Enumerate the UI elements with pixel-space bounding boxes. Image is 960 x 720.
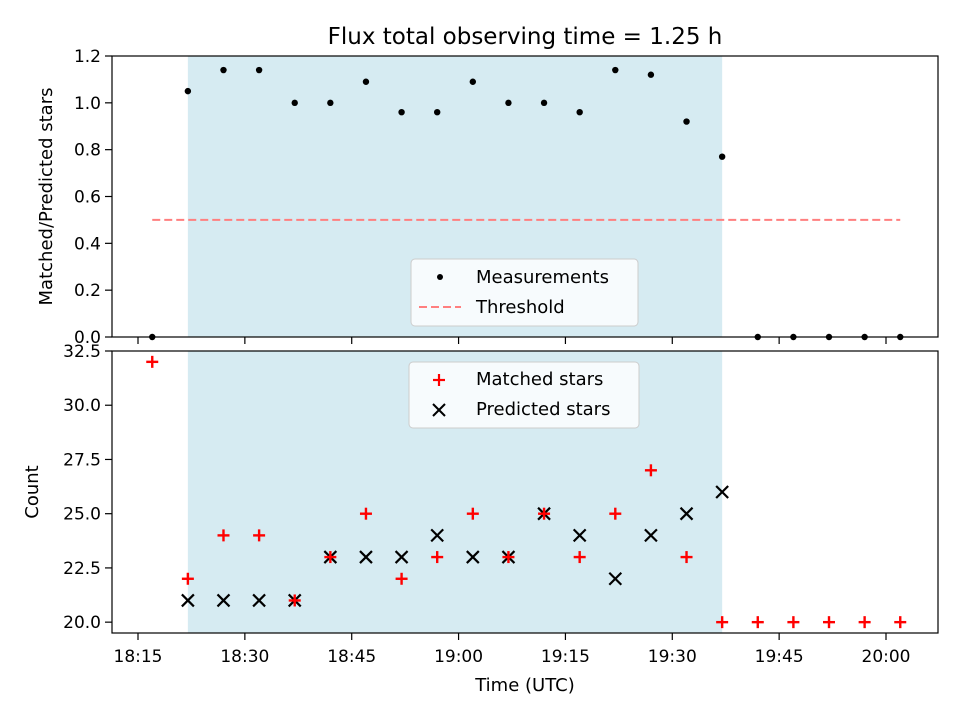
matched-star-point bbox=[253, 529, 266, 542]
x-tick-label: 19:45 bbox=[755, 647, 804, 667]
matched-star-point bbox=[573, 551, 586, 564]
bottom-y-tick-label: 32.5 bbox=[63, 342, 101, 362]
bottom-frame bbox=[111, 350, 939, 634]
matched-star-point bbox=[787, 616, 800, 629]
matched-star-point bbox=[288, 594, 301, 607]
matched-star-point bbox=[538, 507, 551, 520]
matched-star-point bbox=[181, 572, 194, 585]
matched-star-point bbox=[431, 551, 444, 564]
predicted-star-point bbox=[715, 485, 729, 499]
measurement-point bbox=[718, 153, 726, 160]
matched-star-point bbox=[395, 572, 408, 585]
legend-predicted-label: Predicted stars bbox=[476, 399, 610, 420]
bottom-y-label: Count bbox=[22, 465, 43, 518]
measurement-point bbox=[327, 99, 334, 107]
predicted-star-point bbox=[679, 506, 694, 521]
matched-star-point bbox=[609, 507, 622, 520]
measurement-point bbox=[362, 78, 370, 85]
x-tick-label: 19:15 bbox=[541, 647, 590, 667]
bottom-y-tick-label: 20.0 bbox=[63, 613, 101, 633]
x-tick-label: 19:00 bbox=[434, 647, 483, 667]
top-y-tick-label: 1.0 bbox=[74, 94, 101, 114]
matched-star-point bbox=[716, 616, 729, 629]
chart-title: Flux total observing time = 1.25 h bbox=[328, 24, 723, 50]
predicted-star-point bbox=[430, 528, 444, 543]
predicted-star-point bbox=[572, 528, 587, 543]
matched-star-point bbox=[680, 551, 693, 564]
legend-threshold-label: Threshold bbox=[475, 297, 565, 318]
predicted-star-point bbox=[644, 528, 658, 543]
x-tick-label: 20:00 bbox=[862, 647, 911, 667]
legend-matched-marker bbox=[433, 374, 445, 386]
top-legend-box bbox=[410, 258, 639, 327]
matched-star-point bbox=[324, 551, 337, 564]
x-tick-label: 19:30 bbox=[648, 647, 697, 667]
bottom-panel: 20.0 22.5 25.0 27.5 30.0 32.5 18:15 18:30 18:45… bbox=[22, 342, 939, 696]
matched-star-point bbox=[858, 616, 871, 629]
predicted-star-point bbox=[181, 593, 195, 608]
predicted-star-point bbox=[394, 550, 409, 564]
top-panel: 0.0 0.2 0.4 0.6 0.8 1.0 1.2 Matched/Predicted … bbox=[36, 47, 939, 348]
top-y-tick-label: 0.2 bbox=[74, 281, 101, 301]
predicted-star-point bbox=[216, 593, 231, 608]
top-frame bbox=[111, 55, 939, 338]
bottom-y-axis: 20.0 22.5 25.0 27.5 30.0 32.5 bbox=[63, 342, 112, 633]
matched-star-point bbox=[502, 551, 515, 564]
bottom-y-tick-label: 25.0 bbox=[63, 505, 101, 525]
x-tick-label: 18:45 bbox=[327, 647, 376, 667]
predicted-star-point bbox=[608, 571, 623, 586]
measurement-point bbox=[220, 66, 227, 74]
top-y-label: Matched/Predicted stars bbox=[36, 88, 57, 306]
matched-star-point bbox=[359, 507, 372, 520]
measurement-point bbox=[647, 71, 655, 78]
matched-star-point bbox=[146, 355, 159, 368]
bottom-y-tick-label: 22.5 bbox=[63, 559, 101, 579]
measurement-point bbox=[398, 109, 405, 116]
legend-measurements-label: Measurements bbox=[476, 267, 609, 288]
measurement-point bbox=[291, 99, 298, 107]
top-y-tick-label: 0.0 bbox=[74, 328, 101, 348]
measurement-point bbox=[505, 99, 512, 107]
legend-predicted-marker bbox=[432, 403, 446, 417]
x-axis-label: Time (UTC) bbox=[474, 675, 575, 696]
top-y-tick-label: 1.2 bbox=[74, 47, 101, 67]
top-y-axis: 0.0 0.2 0.4 0.6 0.8 1.0 1.2 bbox=[74, 47, 112, 348]
matched-star-point bbox=[217, 529, 230, 542]
measurement-point bbox=[683, 118, 690, 125]
count-points bbox=[146, 355, 907, 629]
matched-star-point bbox=[751, 616, 764, 629]
legend-matched-label: Matched stars bbox=[476, 369, 603, 390]
bottom-legend: Matched stars Predicted stars bbox=[408, 361, 640, 429]
bottom-y-tick-label: 30.0 bbox=[63, 396, 101, 416]
matched-star-point bbox=[894, 616, 907, 629]
x-tick-label: 18:30 bbox=[220, 647, 269, 667]
predicted-star-point bbox=[252, 593, 266, 608]
matched-star-point bbox=[466, 507, 479, 520]
top-y-tick-label: 0.8 bbox=[74, 141, 101, 161]
measurement-point bbox=[184, 87, 192, 95]
bottom-x-axis: 18:15 18:30 18:45 19:00 19:15 19:30 19:45 20:00 bbox=[114, 633, 911, 667]
top-y-tick-label: 0.4 bbox=[74, 234, 101, 254]
matched-star-point bbox=[644, 464, 657, 477]
top-y-tick-label: 0.6 bbox=[74, 188, 101, 208]
measurement-point bbox=[540, 99, 548, 107]
measurement-point bbox=[434, 109, 441, 116]
measurement-point bbox=[612, 66, 619, 74]
top-x-ticks bbox=[137, 337, 887, 344]
bottom-legend-box bbox=[408, 361, 640, 429]
measurement-point bbox=[576, 109, 583, 116]
measurement-point bbox=[255, 66, 263, 74]
predicted-star-point bbox=[359, 550, 373, 564]
x-tick-label: 18:15 bbox=[114, 647, 163, 667]
predicted-star-point bbox=[466, 550, 480, 564]
measurement-point bbox=[469, 78, 477, 85]
top-legend: Measurements Threshold bbox=[410, 258, 639, 327]
bottom-y-tick-label: 27.5 bbox=[63, 450, 101, 470]
legend-measurements-marker bbox=[437, 274, 443, 280]
matched-star-point bbox=[823, 616, 836, 629]
